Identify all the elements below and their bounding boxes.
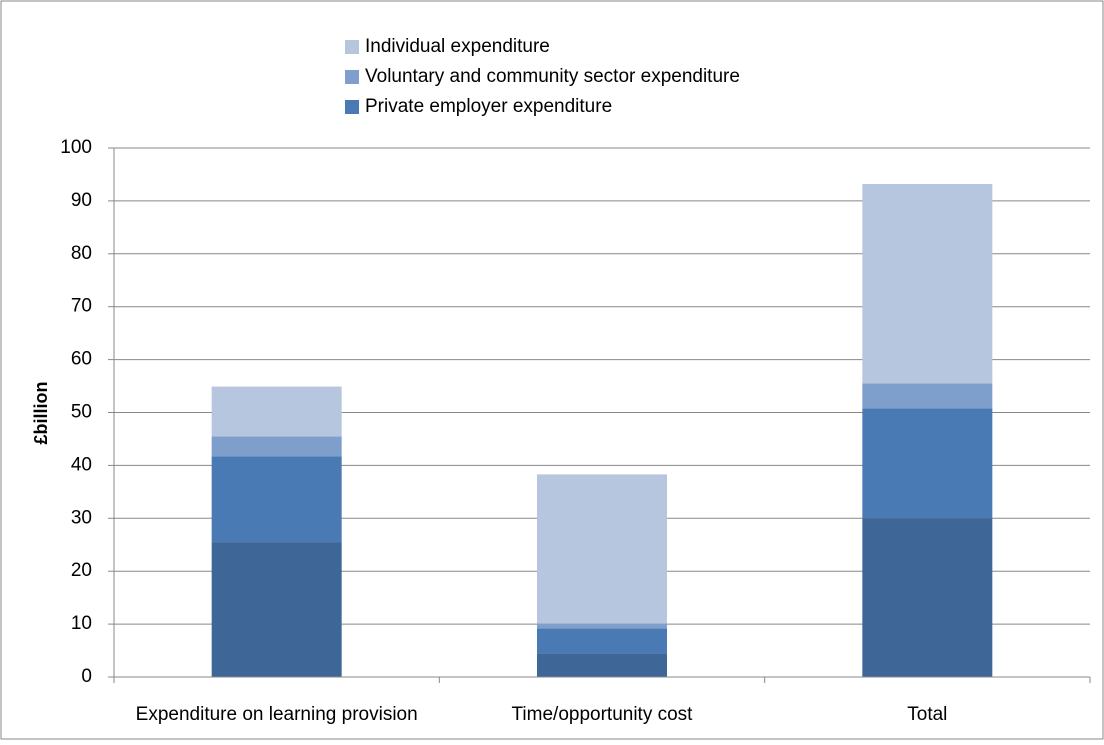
bar-segment <box>862 383 993 409</box>
bar-segment <box>537 628 667 654</box>
bar-segment <box>537 623 667 629</box>
y-tick-label: 40 <box>71 454 92 475</box>
y-tick-label: 70 <box>71 296 92 317</box>
x-tick-label: Time/opportunity cost <box>512 704 694 725</box>
bar-segment <box>862 408 993 519</box>
bar-segment <box>211 386 342 437</box>
y-tick-label: 100 <box>60 137 92 158</box>
y-axis-label: £billion <box>31 382 51 445</box>
legend-label: Private employer expenditure <box>365 96 612 117</box>
y-tick-label: 30 <box>71 507 92 528</box>
bar-segment <box>862 183 993 384</box>
bar-segment <box>211 436 342 457</box>
legend-label: Individual expenditure <box>365 36 550 57</box>
legend-swatch <box>345 100 359 114</box>
bar-segment <box>211 456 342 543</box>
y-tick-label: 60 <box>71 349 92 370</box>
y-tick-label: 50 <box>71 402 92 423</box>
y-tick-label: 90 <box>71 190 92 211</box>
legend-label: Voluntary and community sector expenditu… <box>365 66 740 87</box>
y-tick-label: 80 <box>71 243 92 264</box>
legend-swatch <box>345 40 359 54</box>
bar-segment <box>537 474 667 624</box>
y-tick-label: 0 <box>81 666 92 687</box>
y-tick-label: 10 <box>71 613 92 634</box>
x-tick-label: Total <box>907 704 947 725</box>
x-tick-label: Expenditure on learning provision <box>136 704 418 725</box>
bar-segment <box>537 653 667 677</box>
y-tick-label: 20 <box>71 560 92 581</box>
legend-swatch <box>345 70 359 84</box>
bar-segment <box>862 518 993 677</box>
bar-segment <box>211 542 342 677</box>
